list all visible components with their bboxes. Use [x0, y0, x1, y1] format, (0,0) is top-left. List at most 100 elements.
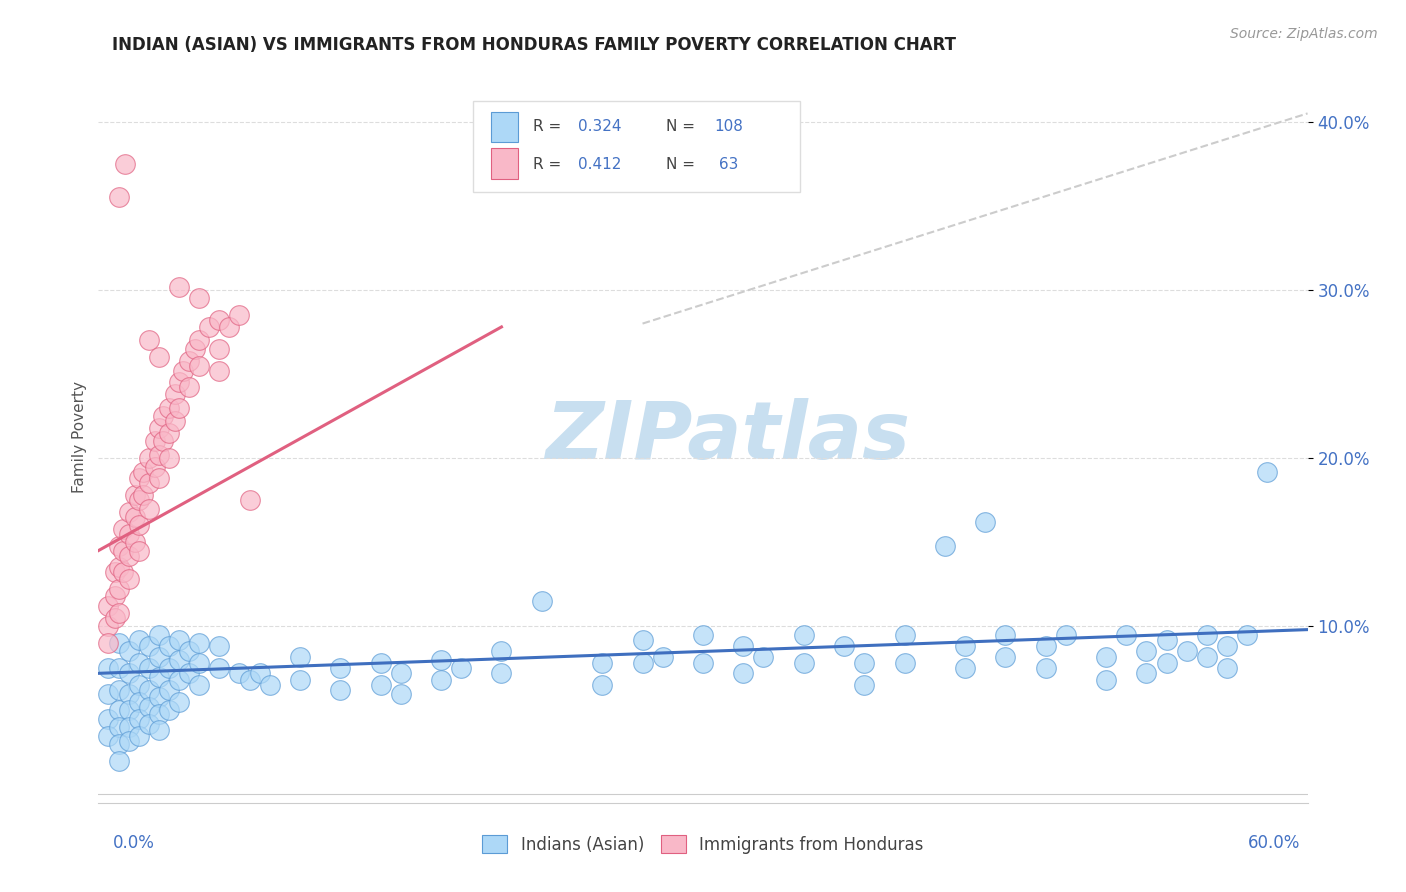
Bar [492, 148, 517, 179]
Point [97, 712, 120, 726]
Point [1216, 661, 1239, 675]
Point [107, 703, 129, 717]
Point [107, 539, 129, 553]
Point [793, 627, 815, 641]
Point [934, 539, 956, 553]
Point [1054, 627, 1077, 641]
Point [184, 342, 207, 356]
Point [148, 649, 170, 664]
Point [1035, 661, 1057, 675]
Point [953, 640, 976, 654]
Point [591, 678, 613, 692]
Point [97, 619, 120, 633]
Point [1095, 673, 1118, 687]
Point [1256, 465, 1278, 479]
Point [167, 673, 190, 687]
Point [148, 350, 170, 364]
Point [138, 700, 160, 714]
Point [124, 535, 146, 549]
Point [692, 627, 714, 641]
Point [138, 640, 160, 654]
Point [228, 308, 250, 322]
Point [179, 380, 201, 394]
Point [124, 510, 146, 524]
Point [118, 733, 141, 747]
Point [128, 543, 150, 558]
Point [167, 653, 190, 667]
Point [138, 334, 160, 348]
Point [994, 649, 1017, 664]
Point [329, 661, 352, 675]
Point [138, 501, 160, 516]
Point [853, 678, 876, 692]
Point [128, 632, 150, 647]
Point [157, 640, 180, 654]
Point [974, 515, 997, 529]
Point [1195, 649, 1218, 664]
Point [1236, 627, 1258, 641]
Point [1156, 632, 1178, 647]
Point [370, 657, 392, 671]
Point [370, 678, 392, 692]
Point [1216, 640, 1239, 654]
Point [97, 729, 120, 743]
Point [179, 644, 201, 658]
Point [124, 488, 146, 502]
Point [1035, 640, 1057, 654]
Point [103, 589, 125, 603]
Point [97, 661, 120, 675]
Point [118, 644, 141, 658]
Point [97, 686, 120, 700]
Point [132, 465, 155, 479]
Text: 0.324: 0.324 [578, 119, 621, 134]
FancyBboxPatch shape [474, 101, 800, 192]
Point [148, 471, 170, 485]
Point [107, 636, 129, 650]
Point [491, 666, 513, 681]
Point [198, 320, 221, 334]
Point [157, 661, 180, 675]
Point [167, 695, 190, 709]
Text: 0.0%: 0.0% [112, 834, 155, 852]
Point [389, 686, 412, 700]
Point [143, 459, 166, 474]
Point [157, 401, 180, 415]
Point [148, 723, 170, 738]
Point [239, 673, 262, 687]
Point [148, 706, 170, 721]
Point [163, 414, 186, 428]
Point [259, 678, 281, 692]
Point [107, 683, 129, 698]
Point [893, 657, 915, 671]
Point [111, 543, 134, 558]
Point [793, 657, 815, 671]
Point [107, 560, 129, 574]
Point [138, 476, 160, 491]
Point [591, 657, 613, 671]
Point [288, 649, 311, 664]
Text: R =: R = [533, 119, 561, 134]
Point [97, 636, 120, 650]
Point [157, 425, 180, 440]
Point [138, 451, 160, 466]
Point [138, 716, 160, 731]
Point [1135, 666, 1157, 681]
Point [1135, 644, 1157, 658]
Point [111, 522, 134, 536]
Point [893, 627, 915, 641]
Point [188, 678, 211, 692]
Text: Source: ZipAtlas.com: Source: ZipAtlas.com [1230, 27, 1378, 41]
Point [172, 364, 194, 378]
Text: ZIPatlas: ZIPatlas [544, 398, 910, 476]
Point [1095, 649, 1118, 664]
Point [107, 582, 129, 597]
Point [114, 157, 136, 171]
Point [208, 661, 231, 675]
Point [138, 661, 160, 675]
Point [167, 279, 190, 293]
Point [430, 673, 453, 687]
Point [128, 471, 150, 485]
Point [491, 644, 513, 658]
Point [152, 409, 174, 423]
Point [157, 703, 180, 717]
